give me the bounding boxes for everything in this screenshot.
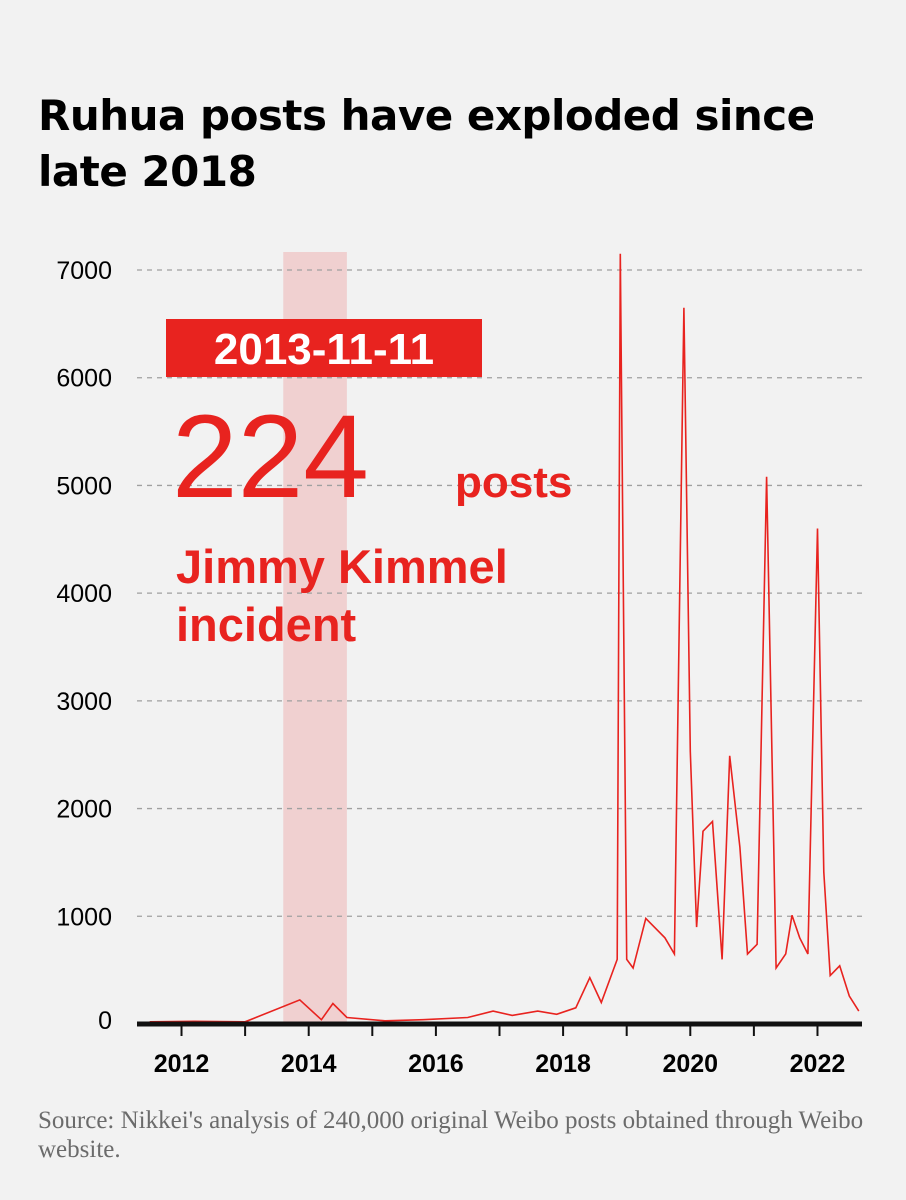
annotation-unit: posts xyxy=(455,458,572,507)
x-tick-label: 2012 xyxy=(154,1050,210,1078)
annotation-event-line1: Jimmy Kimmel xyxy=(176,540,508,593)
y-tick-label: 4000 xyxy=(56,580,112,608)
x-tick-label: 2014 xyxy=(281,1050,337,1078)
source-note: Source: Nikkei's analysis of 240,000 ori… xyxy=(38,1107,864,1163)
chart: 0 1000 2000 3000 4000 5000 6000 7000 2012 2014 201… xyxy=(56,252,862,1078)
x-tick-label: 2018 xyxy=(535,1050,591,1078)
annotation-event-line2: incident xyxy=(176,598,357,651)
highlight-band xyxy=(283,252,347,1024)
y-tick-label: 6000 xyxy=(56,365,112,393)
x-tick-label: 2016 xyxy=(408,1050,464,1078)
annotation-date: 2013-11-11 xyxy=(214,325,434,374)
y-tick-label: 2000 xyxy=(56,796,112,824)
series-line xyxy=(149,253,860,1023)
chart-title: Ruhua posts have exploded since late 201… xyxy=(38,91,815,196)
x-tick-label: 2022 xyxy=(790,1050,846,1078)
y-tick-label: 7000 xyxy=(56,257,112,285)
annotation-value: 224 xyxy=(172,391,369,523)
y-tick-label: 1000 xyxy=(56,903,112,931)
annotation-date-box xyxy=(166,319,482,377)
y-tick-label: 0 xyxy=(98,1007,112,1035)
x-tick-label: 2020 xyxy=(662,1050,718,1078)
y-tick-label: 3000 xyxy=(56,688,112,716)
y-tick-label: 5000 xyxy=(56,472,112,500)
